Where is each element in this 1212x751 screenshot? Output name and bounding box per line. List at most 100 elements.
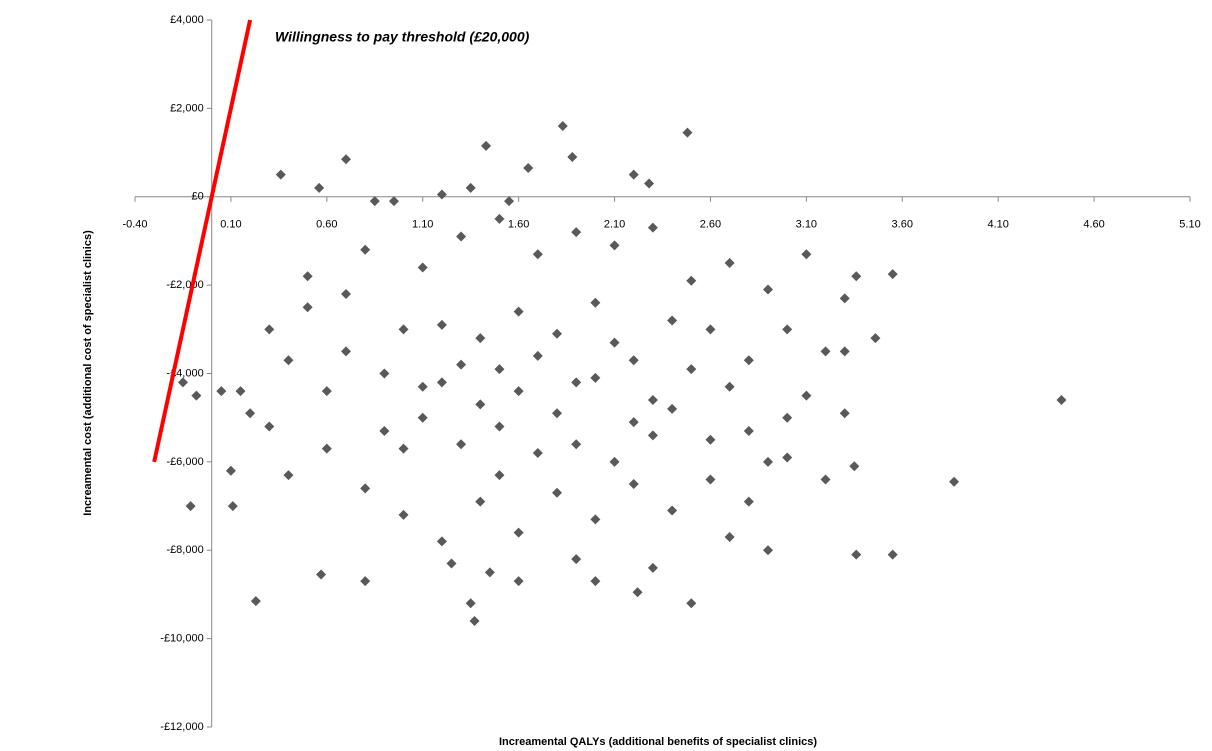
point [724, 381, 735, 392]
point [590, 576, 601, 587]
point [801, 390, 812, 401]
point [494, 470, 505, 481]
point [801, 249, 812, 260]
point [763, 456, 773, 467]
point [571, 227, 582, 238]
point [743, 425, 754, 436]
point [456, 359, 467, 370]
point [436, 319, 447, 330]
point [283, 355, 294, 366]
point [388, 196, 399, 207]
point [743, 355, 754, 366]
point [465, 598, 476, 609]
point [494, 213, 505, 224]
point [686, 275, 697, 286]
x-tick-label: 4.10 [987, 219, 1008, 231]
point [1056, 395, 1067, 406]
point [682, 127, 693, 138]
point [820, 474, 831, 485]
point [705, 474, 716, 485]
point [475, 333, 486, 344]
point [632, 587, 643, 598]
point [513, 306, 524, 317]
point [436, 536, 447, 547]
point [532, 448, 543, 459]
point [839, 408, 850, 419]
point [398, 509, 409, 520]
point [887, 269, 898, 280]
point [571, 439, 582, 450]
point [417, 381, 428, 392]
point [763, 284, 773, 295]
point [191, 390, 202, 401]
y-tick-label: £2,000 [170, 102, 204, 114]
x-tick-label: 3.60 [892, 219, 913, 231]
point [724, 531, 735, 542]
point [321, 443, 332, 454]
x-tick-label: -0.40 [122, 219, 147, 231]
point [316, 569, 327, 580]
point [436, 189, 447, 200]
point [469, 615, 480, 626]
point [667, 505, 678, 516]
point [851, 271, 862, 282]
x-tick-label: 2.60 [700, 219, 721, 231]
point [609, 456, 620, 467]
point [417, 412, 428, 423]
point [523, 163, 534, 174]
y-tick-label: £4,000 [170, 14, 204, 26]
y-tick-label: -£6,000 [166, 456, 203, 468]
point [436, 377, 447, 388]
point [341, 154, 351, 165]
point [870, 333, 881, 344]
x-tick-label: 0.60 [316, 219, 337, 231]
point [302, 271, 313, 282]
point [839, 293, 850, 304]
point [782, 452, 793, 463]
point [225, 465, 236, 476]
point [552, 328, 562, 339]
point [571, 377, 582, 388]
point [949, 476, 960, 487]
point [571, 554, 582, 565]
point [475, 399, 486, 410]
point [227, 501, 238, 512]
point [245, 408, 256, 419]
y-axis-title: Increamental cost (additional cost of sp… [82, 230, 94, 516]
point [686, 364, 697, 375]
point [417, 262, 428, 273]
point [481, 140, 492, 151]
y-tick-label: -£2,000 [166, 279, 203, 291]
point [820, 346, 831, 357]
point [686, 598, 697, 609]
point [360, 483, 371, 494]
x-axis-title: Increamental QALYs (additional benefits … [499, 736, 817, 748]
point [782, 412, 793, 423]
point [398, 443, 409, 454]
point [705, 324, 716, 335]
x-tick-label: 4.60 [1083, 219, 1104, 231]
point [475, 496, 486, 507]
point [465, 182, 476, 193]
point [341, 346, 351, 357]
point [504, 196, 515, 207]
point [185, 501, 196, 512]
point [590, 372, 601, 383]
point [552, 408, 562, 419]
threshold-line [152, 19, 253, 463]
point [557, 121, 568, 132]
point [647, 222, 658, 233]
y-tick-label: -£8,000 [166, 544, 203, 556]
point [250, 596, 261, 607]
point [839, 346, 850, 357]
point [321, 386, 332, 397]
point [494, 364, 505, 375]
point [644, 178, 655, 189]
y-tick-label: -£12,000 [160, 721, 203, 733]
annotation: Willingness to pay threshold (£20,000) [275, 29, 530, 45]
point [446, 558, 457, 569]
point [609, 240, 620, 251]
point [341, 288, 351, 299]
point [849, 461, 860, 472]
